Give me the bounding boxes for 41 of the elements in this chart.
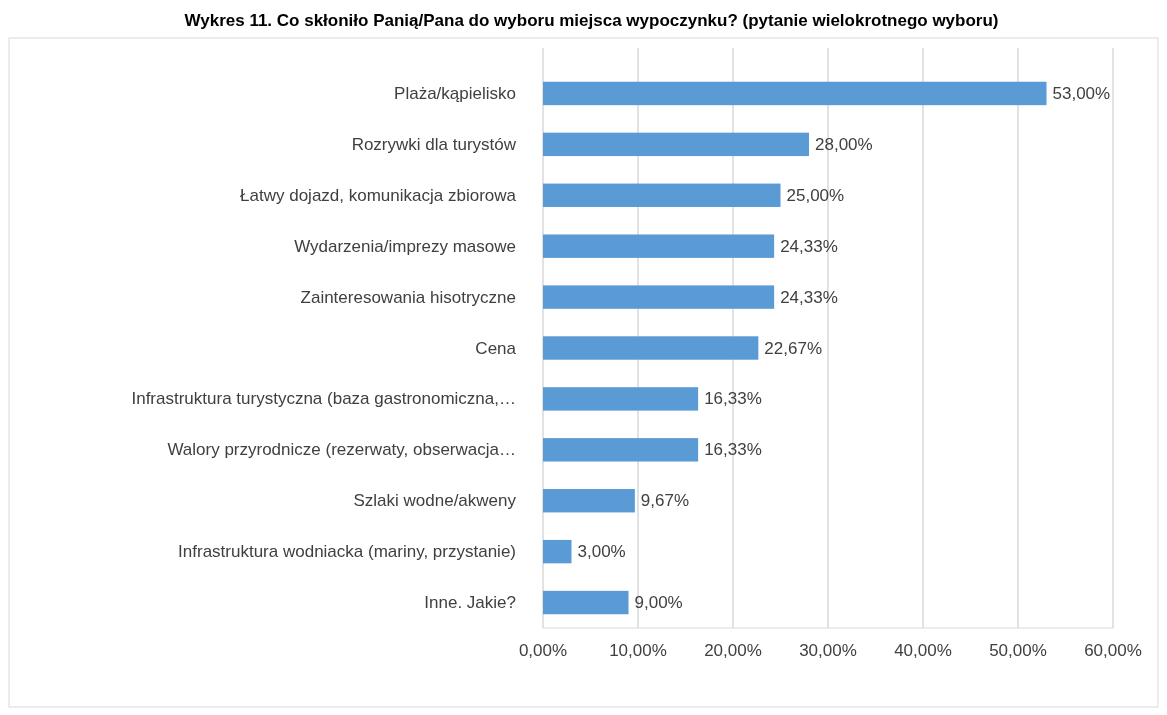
chart-title: Wykres 11. Co skłoniło Panią/Pana do wyboru miejsca wypoczynku? (pytanie wielokrotnego wyboru) (184, 11, 999, 30)
bar (543, 132, 809, 157)
y-tick-label: Szlaki wodne/akweny (353, 491, 517, 511)
y-tick-label: Plaża/kąpielisko (394, 83, 516, 103)
bar (543, 336, 759, 360)
bar (543, 438, 699, 462)
x-tick-label: 10,00% (609, 641, 667, 660)
y-tick-label: Łatwy dojazd, komunikacja zbiorowa (240, 185, 517, 205)
y-tick-label: Zainteresowania hisotryczne (300, 287, 516, 307)
bar (543, 387, 699, 411)
y-tick-label: Wydarzenia/imprezy masowe (294, 236, 516, 256)
data-label: 22,67% (764, 338, 823, 358)
data-label: 16,33% (704, 440, 762, 460)
data-label: 28,00% (815, 134, 873, 154)
y-tick-label: Infrastruktura wodniacka (mariny, przystanie) (178, 542, 516, 562)
x-tick-label: 0,00% (518, 641, 568, 660)
y-tick-label: Rozrywki dla turystów (351, 134, 517, 154)
data-label: 16,33% (704, 389, 762, 409)
y-tick-label: Inne. Jakie? (424, 593, 516, 613)
bar (543, 489, 635, 513)
data-label: 24,33% (780, 236, 838, 256)
data-label: 3,00% (577, 542, 626, 562)
y-tick-label: Infrastruktura turystyczna (baza gastronomiczna,… (131, 389, 516, 409)
x-tick-label: 50,00% (989, 641, 1047, 660)
bar (543, 183, 781, 207)
data-label: 25,00% (786, 185, 845, 205)
data-label: 53,00% (1052, 83, 1111, 103)
bar (543, 234, 775, 258)
x-tick-label: 40,00% (894, 641, 952, 660)
bar (543, 590, 629, 615)
x-tick-label: 30,00% (799, 641, 857, 660)
data-label: 24,33% (780, 287, 838, 307)
y-tick-label: Walory przyrodnicze (rezerwaty, obserwacja… (167, 440, 516, 460)
x-tick-label: 20,00% (704, 641, 762, 660)
bar (543, 285, 775, 309)
bar (543, 81, 1047, 106)
y-tick-label: Cena (475, 338, 517, 358)
data-label: 9,00% (634, 593, 683, 613)
x-tick-label: 60,00% (1084, 641, 1142, 660)
bar (543, 539, 572, 564)
data-label: 9,67% (640, 491, 690, 511)
